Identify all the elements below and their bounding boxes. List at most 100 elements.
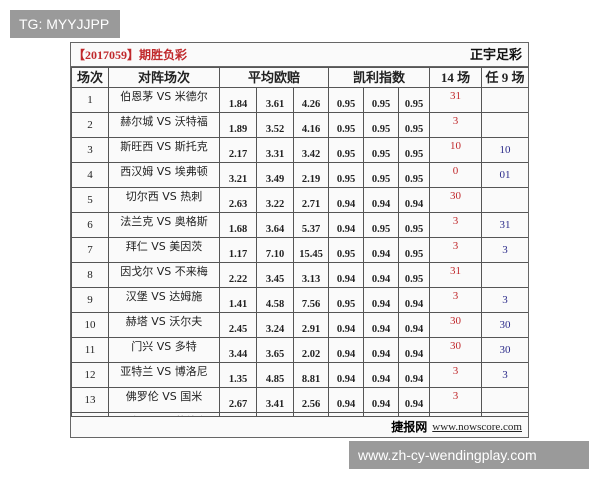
avg-odds-cell: 3.21 [219, 162, 257, 188]
table-row: 8 因戈尔 VS 不来梅 2.22 3.45 3.13 0.94 0.94 0.95 31 [71, 262, 528, 288]
avg-odds-cell: 3.24 [256, 312, 294, 338]
table-row: 10 赫塔 VS 沃尔夫 2.45 3.24 2.91 0.94 0.94 0.94 30 30 [71, 312, 528, 338]
header-match: 对阵场次 [108, 67, 220, 88]
row-index: 4 [71, 162, 109, 188]
avg-odds-cell: 5.37 [293, 212, 329, 238]
kelly-cell: 0.94 [363, 387, 399, 413]
watermark-bottom-right: www.zh-cy-wendingplay.com [349, 441, 589, 469]
avg-odds-cell: 3.65 [256, 337, 294, 363]
avg-odds-cell: 3.41 [256, 387, 294, 413]
kelly-cell: 0.95 [398, 112, 430, 138]
kelly-cell: 0.94 [363, 362, 399, 388]
kelly-cell: 0.94 [398, 362, 430, 388]
kelly-cell: 0.94 [328, 337, 364, 363]
avg-odds-cell: 3.52 [256, 112, 294, 138]
avg-odds-cell: 8.81 [293, 362, 329, 388]
empty-cell [294, 438, 329, 439]
kelly-cell: 0.95 [328, 112, 364, 138]
kelly-cell: 0.94 [398, 187, 430, 213]
total-r9: 64 元 [482, 438, 529, 439]
table-row: 5 切尔西 VS 热刺 2.63 3.22 2.71 0.94 0.94 0.94 30 [71, 187, 528, 213]
header-kelly: 凯利指数 [328, 67, 430, 88]
kelly-cell: 0.94 [363, 337, 399, 363]
row-index: 2 [71, 112, 109, 138]
kelly-cell: 0.95 [328, 287, 364, 313]
match-cell: 切尔西 VS 热刺 [108, 187, 220, 213]
row-index: 10 [71, 312, 109, 338]
pick-r9-cell: 3 [481, 362, 528, 388]
table-row: 7 拜仁 VS 美因茨 1.17 7.10 15.45 0.95 0.94 0.95 3 3 [71, 237, 528, 263]
pick-r9-cell: 30 [481, 337, 528, 363]
avg-odds-cell: 2.02 [293, 337, 329, 363]
avg-odds-cell: 2.63 [219, 187, 257, 213]
lottery-table-card: 【2017059】期胜负彩 正宇足彩 场次 对阵场次 平均欧赔 凯利指数 14 … [70, 42, 529, 438]
pick-14-cell: 30 [429, 337, 482, 363]
kelly-cell: 0.95 [363, 137, 399, 163]
avg-odds-cell: 3.45 [256, 262, 294, 288]
kelly-cell: 0.94 [328, 362, 364, 388]
kelly-cell: 0.95 [398, 237, 430, 263]
pick-14-cell: 0 [429, 162, 482, 188]
pick-r9-cell [481, 87, 528, 113]
avg-odds-cell: 4.16 [293, 112, 329, 138]
kelly-cell: 0.94 [328, 262, 364, 288]
pick-r9-cell: 30 [481, 312, 528, 338]
match-cell: 亚特兰 VS 博洛尼 [108, 362, 220, 388]
total-14: 128 元 [430, 438, 482, 439]
avg-odds-cell: 3.13 [293, 262, 329, 288]
table-row: 4 西汉姆 VS 埃弗顿 3.21 3.49 2.19 0.95 0.95 0.95 0 01 [71, 162, 528, 188]
match-cell: 赫尔城 VS 沃特福 [108, 112, 220, 138]
pick-14-cell: 3 [429, 112, 482, 138]
kelly-cell: 0.95 [363, 87, 399, 113]
pick-r9-cell [481, 187, 528, 213]
kelly-cell: 0.94 [398, 287, 430, 313]
kelly-cell: 0.95 [398, 262, 430, 288]
footer-link[interactable]: www.nowscore.com [432, 420, 522, 433]
avg-odds-cell: 7.56 [293, 287, 329, 313]
avg-odds-cell: 3.22 [256, 187, 294, 213]
kelly-cell: 0.95 [363, 212, 399, 238]
pick-14-cell: 31 [429, 87, 482, 113]
kelly-cell: 0.94 [328, 387, 364, 413]
avg-odds-cell: 1.89 [219, 112, 257, 138]
pick-14-cell: 3 [429, 287, 482, 313]
avg-odds-cell: 1.84 [219, 87, 257, 113]
kelly-cell: 0.94 [398, 312, 430, 338]
kelly-cell: 0.95 [398, 87, 430, 113]
empty-cell [257, 438, 294, 439]
pick-r9-cell [481, 262, 528, 288]
header-index: 场次 [71, 67, 109, 88]
row-index: 13 [71, 387, 109, 413]
avg-odds-cell: 2.67 [219, 387, 257, 413]
pick-r9-cell: 31 [481, 212, 528, 238]
avg-odds-cell: 2.45 [219, 312, 257, 338]
odds-table: 场次 对阵场次 平均欧赔 凯利指数 14 场 任 9 场 1 伯恩茅 VS 米德尔… [71, 67, 529, 439]
avg-odds-cell: 2.91 [293, 312, 329, 338]
match-cell: 西汉姆 VS 埃弗顿 [108, 162, 220, 188]
pick-14-cell: 3 [429, 212, 482, 238]
empty-cell [109, 438, 220, 439]
avg-odds-cell: 2.17 [219, 137, 257, 163]
avg-odds-cell: 3.64 [256, 212, 294, 238]
avg-odds-cell: 2.71 [293, 187, 329, 213]
row-index: 5 [71, 187, 109, 213]
table-row: 1 伯恩茅 VS 米德尔 1.84 3.61 4.26 0.95 0.95 0.95 31 [71, 87, 528, 113]
kelly-cell: 0.95 [328, 87, 364, 113]
pick-14-cell: 30 [429, 312, 482, 338]
row-index: 1 [71, 87, 109, 113]
table-row: 2 赫尔城 VS 沃特福 1.89 3.52 4.16 0.95 0.95 0.95 3 [71, 112, 528, 138]
kelly-cell: 0.94 [398, 387, 430, 413]
avg-odds-cell: 3.31 [256, 137, 294, 163]
row-index: 3 [71, 137, 109, 163]
avg-odds-cell: 1.68 [219, 212, 257, 238]
match-cell: 拜仁 VS 美因茨 [108, 237, 220, 263]
kelly-cell: 0.95 [398, 212, 430, 238]
avg-odds-cell: 4.85 [256, 362, 294, 388]
kelly-cell: 0.94 [363, 287, 399, 313]
kelly-cell: 0.94 [328, 212, 364, 238]
header-r9: 任 9 场 [481, 67, 528, 88]
match-cell: 伯恩茅 VS 米德尔 [108, 87, 220, 113]
table-row: 13 佛罗伦 VS 国米 2.67 3.41 2.56 0.94 0.94 0.94 3 [71, 387, 528, 413]
avg-odds-cell: 4.26 [293, 87, 329, 113]
kelly-cell: 0.94 [363, 237, 399, 263]
